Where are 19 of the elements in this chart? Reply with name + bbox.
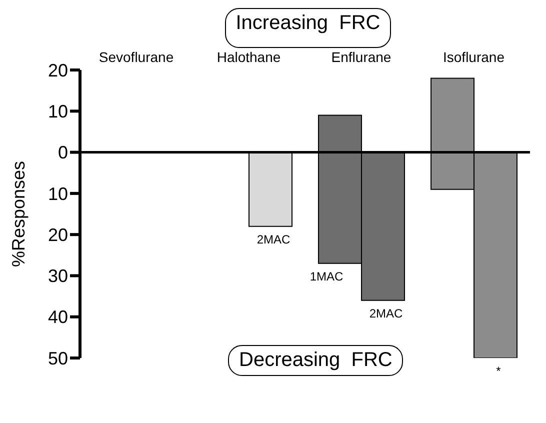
x-tick-label: Isoflurane [443, 49, 505, 65]
y-tick-label: 20 [48, 60, 68, 80]
y-tick-label: 40 [48, 307, 68, 328]
y-tick-label: 10 [48, 184, 68, 204]
annotation: 2MAC [369, 306, 403, 320]
annotation: Decreasing FRC [228, 345, 404, 376]
annotation: 1MAC [310, 269, 344, 284]
y-tick-label: 10 [48, 102, 68, 122]
y-tick-label: 0 [58, 142, 68, 163]
y-tick-label: 50 [48, 348, 68, 368]
x-tick-label: Sevoflurane [98, 49, 174, 65]
x-tick-label: Enflurane [331, 49, 392, 65]
annotation: 2MAC [256, 232, 290, 246]
x-tick-label: Halothane [216, 49, 281, 65]
y-axis-title: %Responses [8, 160, 28, 268]
chart-title: Increasing FRC [224, 8, 392, 48]
y-tick-label: 30 [48, 266, 68, 286]
annotation: * [496, 364, 502, 378]
y-tick-label: 20 [48, 224, 68, 245]
